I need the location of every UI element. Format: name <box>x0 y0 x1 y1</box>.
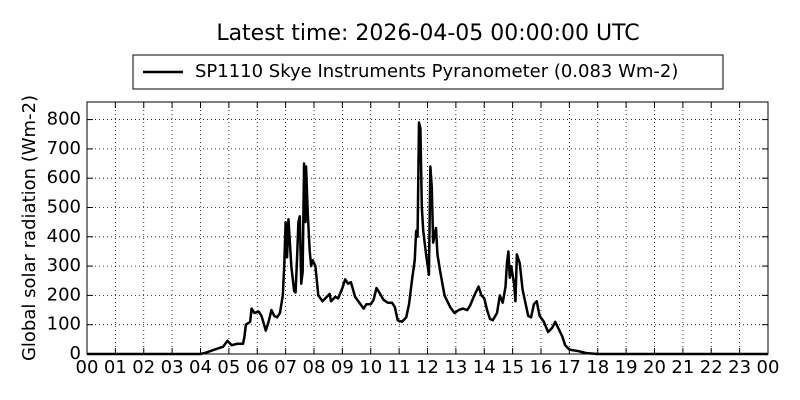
x-tick-label: 13 <box>444 357 467 378</box>
x-tick-label: 20 <box>643 357 666 378</box>
y-tick-label: 500 <box>47 196 81 217</box>
x-tick-label: 09 <box>331 357 354 378</box>
data-line <box>87 121 768 356</box>
y-tick-label: 200 <box>47 284 81 305</box>
x-tick-label: 03 <box>161 357 184 378</box>
x-tick-label: 05 <box>217 357 240 378</box>
x-tick-label: 07 <box>274 357 297 378</box>
y-axis-label: Global solar radiation (Wm-2) <box>19 95 40 361</box>
x-tick-label: 12 <box>416 357 439 378</box>
x-tick-label: 23 <box>728 357 751 378</box>
x-tick-label: 17 <box>558 357 581 378</box>
y-tick-label: 400 <box>47 226 81 247</box>
y-tick-label: 300 <box>47 255 81 276</box>
x-tick-label: 18 <box>586 357 609 378</box>
x-tick-label: 22 <box>700 357 723 378</box>
y-tick-label: 100 <box>47 314 81 335</box>
x-tick-label: 16 <box>530 357 553 378</box>
y-tick-label: 600 <box>47 167 81 188</box>
x-tick-label: 21 <box>671 357 694 378</box>
x-tick-label: 01 <box>104 357 127 378</box>
x-tick-label: 11 <box>388 357 411 378</box>
x-tick-label: 06 <box>246 357 269 378</box>
y-tick-label: 800 <box>47 109 81 130</box>
legend-label: SP1110 Skye Instruments Pyranometer (0.0… <box>195 61 678 82</box>
x-tick-label: 19 <box>615 357 638 378</box>
y-tick-label: 0 <box>70 343 81 364</box>
x-tick-label: 02 <box>132 357 155 378</box>
x-tick-label: 08 <box>303 357 326 378</box>
x-tick-label: 10 <box>359 357 382 378</box>
x-tick-label: 15 <box>501 357 524 378</box>
chart-title: Latest time: 2026-04-05 00:00:00 UTC <box>216 21 639 46</box>
x-tick-label: 00 <box>76 357 99 378</box>
x-tick-label: 04 <box>189 357 212 378</box>
plot-frame <box>86 101 769 355</box>
x-tick-label: 00 <box>757 357 780 378</box>
legend-box <box>132 54 724 90</box>
y-tick-label: 700 <box>47 138 81 159</box>
x-tick-label: 14 <box>473 357 496 378</box>
